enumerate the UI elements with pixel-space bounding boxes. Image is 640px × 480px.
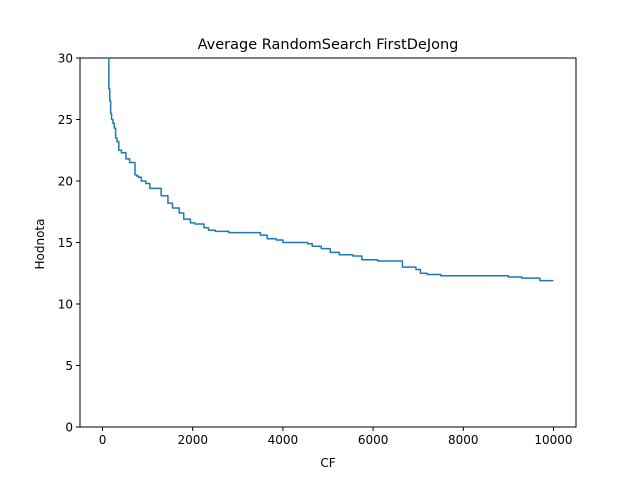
y-tick-label: 10	[58, 298, 73, 312]
x-axis-label: CF	[320, 456, 335, 470]
y-tick-label: 15	[58, 236, 73, 250]
y-axis-ticks: 0 5 10 15 20 25 30	[58, 52, 80, 435]
x-tick-label: 6000	[358, 433, 389, 447]
series-layer	[107, 57, 554, 282]
plot-frame	[79, 57, 577, 428]
y-tick-label: 25	[58, 113, 73, 127]
x-tick-label: 2000	[177, 433, 208, 447]
x-tick-label: 0	[99, 433, 107, 447]
chart-title: Average RandomSearch FirstDeJong	[198, 37, 459, 53]
y-tick-label: 5	[65, 359, 73, 373]
y-tick-label: 0	[65, 421, 73, 435]
series-line-0	[107, 57, 554, 282]
y-tick-label: 20	[58, 175, 73, 189]
x-axis-ticks: 0 2000 4000 6000 8000 10000	[99, 427, 573, 447]
x-tick-label: 10000	[534, 433, 572, 447]
x-tick-label: 8000	[448, 433, 479, 447]
plot-area	[79, 57, 577, 428]
x-tick-label: 4000	[268, 433, 299, 447]
y-axis-label: Hodnota	[33, 219, 47, 270]
y-tick-label: 30	[58, 52, 73, 66]
